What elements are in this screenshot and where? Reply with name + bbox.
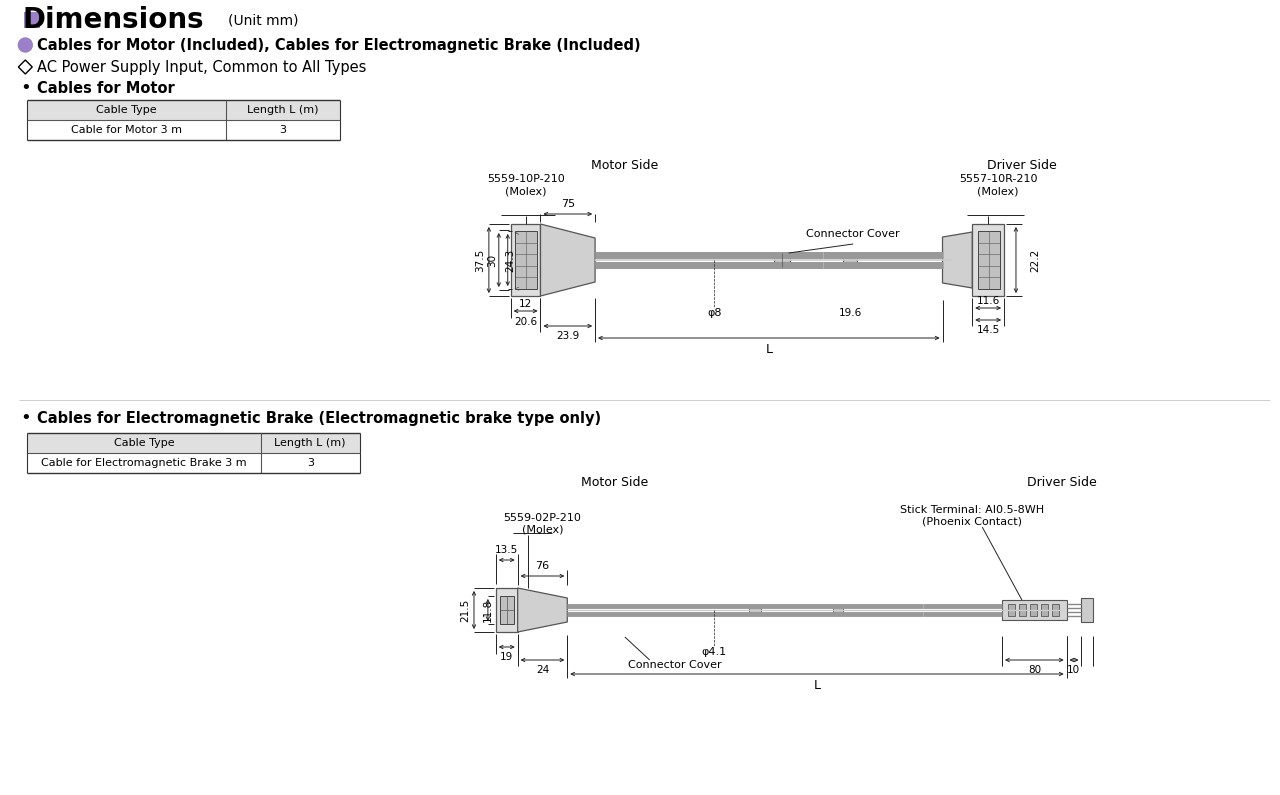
Text: 20.6: 20.6 [515, 317, 538, 327]
Text: 75: 75 [561, 199, 575, 209]
Bar [833, 606, 844, 614]
Bar [1009, 604, 1015, 616]
Polygon shape [540, 224, 595, 296]
Text: 19: 19 [500, 652, 513, 662]
Text: <: < [513, 285, 520, 291]
Bar [495, 588, 517, 632]
Text: Driver Side: Driver Side [1027, 476, 1097, 490]
Bar [774, 253, 790, 267]
Text: <: < [513, 229, 520, 235]
Text: AC Power Supply Input, Common to All Types: AC Power Supply Input, Common to All Typ… [37, 60, 366, 75]
Text: φ4.1: φ4.1 [701, 647, 727, 657]
Text: 30: 30 [486, 254, 497, 266]
Text: Connector Cover: Connector Cover [627, 660, 722, 670]
Text: 5559-02P-210
(Molex): 5559-02P-210 (Molex) [503, 513, 581, 534]
Text: •: • [20, 409, 31, 427]
Text: Cable for Motor 3 m: Cable for Motor 3 m [72, 125, 182, 135]
Text: Driver Side: Driver Side [987, 158, 1057, 172]
Text: 19.6: 19.6 [838, 308, 861, 318]
Text: 13.5: 13.5 [495, 545, 518, 555]
Text: (Unit mm): (Unit mm) [228, 13, 298, 27]
Bar [511, 224, 540, 296]
Bar [1019, 604, 1025, 616]
Bar [515, 231, 536, 289]
Text: 14.5: 14.5 [977, 325, 1000, 335]
Text: 5559-10P-210
(Molex): 5559-10P-210 (Molex) [486, 174, 564, 196]
Bar [973, 224, 1004, 296]
Text: Motor Side: Motor Side [581, 476, 649, 490]
Text: 3: 3 [307, 458, 314, 468]
Text: Stick Terminal: AI0.5-8WH
(Phoenix Contact): Stick Terminal: AI0.5-8WH (Phoenix Conta… [900, 505, 1044, 526]
Circle shape [18, 38, 32, 52]
Bar [844, 255, 858, 265]
Text: 24: 24 [536, 665, 549, 675]
Text: L: L [813, 679, 820, 692]
Text: Cable Type: Cable Type [96, 105, 157, 115]
Text: Connector Cover: Connector Cover [806, 229, 900, 239]
Bar [749, 605, 760, 615]
Bar [1002, 600, 1066, 620]
Text: 11.8: 11.8 [483, 599, 493, 622]
Text: 10: 10 [1068, 665, 1080, 675]
Bar [1030, 604, 1037, 616]
Bar [1041, 604, 1048, 616]
Text: 21.5: 21.5 [460, 599, 470, 622]
Text: Cable for Electromagnetic Brake 3 m: Cable for Electromagnetic Brake 3 m [41, 458, 247, 468]
Bar [499, 596, 513, 624]
Text: 5557-10R-210
(Molex): 5557-10R-210 (Molex) [959, 174, 1037, 196]
Text: 37.5: 37.5 [475, 248, 485, 272]
Text: Cables for Motor: Cables for Motor [37, 80, 175, 95]
Text: 23.9: 23.9 [557, 331, 580, 341]
Text: Motor Side: Motor Side [591, 158, 658, 172]
Text: L: L [765, 343, 772, 356]
Polygon shape [942, 232, 973, 288]
Text: Cables for Motor (Included), Cables for Electromagnetic Brake (Included): Cables for Motor (Included), Cables for … [37, 37, 641, 52]
Bar [1082, 598, 1093, 622]
Bar [27, 100, 340, 120]
Polygon shape [517, 588, 567, 632]
Text: Dimensions: Dimensions [23, 6, 205, 34]
Text: φ8: φ8 [707, 308, 722, 318]
Text: 80: 80 [1028, 665, 1041, 675]
Bar [978, 231, 1000, 289]
Bar [1052, 604, 1059, 616]
Text: Cables for Electromagnetic Brake (Electromagnetic brake type only): Cables for Electromagnetic Brake (Electr… [37, 410, 602, 425]
Text: 12: 12 [518, 299, 532, 309]
Text: 22.2: 22.2 [1030, 248, 1039, 272]
Bar [27, 433, 360, 453]
Text: Length L (m): Length L (m) [274, 438, 346, 448]
Text: Length L (m): Length L (m) [247, 105, 319, 115]
Text: 24.3: 24.3 [506, 248, 516, 272]
Text: Cable Type: Cable Type [114, 438, 174, 448]
Text: 3: 3 [279, 125, 287, 135]
Bar [24, 12, 40, 28]
Text: 76: 76 [535, 561, 549, 571]
Text: 11.6: 11.6 [977, 296, 1000, 306]
Text: •: • [20, 79, 31, 97]
